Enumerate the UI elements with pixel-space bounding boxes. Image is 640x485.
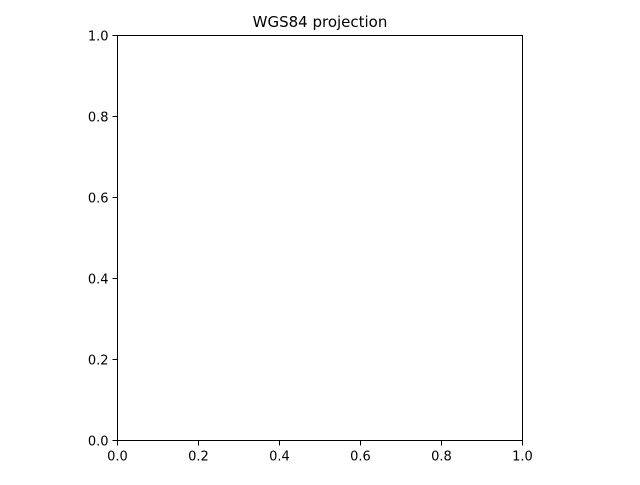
y-tick-label: 0.6: [88, 192, 109, 207]
x-axis-ticks: 0.0 0.2 0.4 0.6 0.8 1.0: [107, 440, 533, 465]
chart-title: WGS84 projection: [253, 13, 388, 31]
plot-area-frame: [117, 35, 523, 441]
x-tick-label: 0.4: [269, 450, 290, 465]
y-tick-label: 1.0: [88, 30, 109, 45]
x-tick-label: 0.6: [350, 450, 371, 465]
y-tick-label: 0.4: [88, 273, 109, 288]
y-tick-label: 0.8: [88, 111, 109, 126]
y-tick-label: 0.0: [88, 435, 109, 450]
x-tick-label: 1.0: [512, 450, 533, 465]
x-tick-label: 0.0: [107, 450, 128, 465]
y-axis-ticks: 0.0 0.2 0.4 0.6 0.8 1.0: [88, 30, 118, 450]
x-tick-label: 0.8: [431, 450, 452, 465]
x-tick-label: 0.2: [188, 450, 209, 465]
y-tick-label: 0.2: [88, 354, 109, 369]
